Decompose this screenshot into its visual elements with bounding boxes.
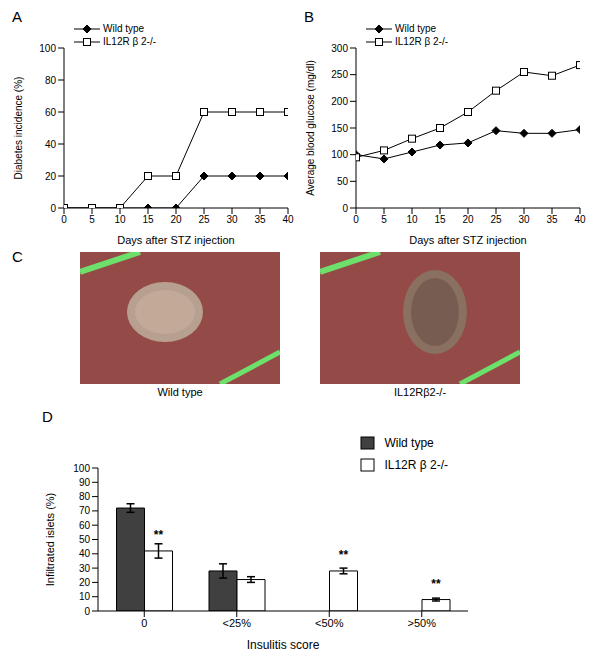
- svg-text:5: 5: [381, 214, 387, 225]
- svg-text:60: 60: [79, 520, 91, 531]
- svg-text:250: 250: [331, 69, 348, 80]
- svg-text:40: 40: [574, 214, 586, 225]
- html-text:Wild type: Wild type: [395, 23, 437, 34]
- svg-text:300: 300: [331, 43, 348, 54]
- svg-text:Days after STZ injection: Days after STZ injection: [409, 234, 526, 246]
- svg-text:30: 30: [79, 563, 91, 574]
- svg-text:0: 0: [353, 214, 359, 225]
- svg-text:40: 40: [79, 548, 91, 559]
- svg-text:90: 90: [79, 477, 91, 488]
- svg-text:0: 0: [342, 203, 348, 214]
- svg-text:20: 20: [170, 214, 182, 225]
- html-text:Wild type: Wild type: [103, 23, 145, 34]
- svg-text:<25%: <25%: [223, 617, 252, 629]
- svg-text:**: **: [431, 577, 441, 591]
- svg-text:10: 10: [79, 591, 91, 602]
- svg-text:0: 0: [61, 214, 67, 225]
- svg-text:100: 100: [73, 463, 90, 474]
- svg-text:20: 20: [45, 171, 57, 182]
- html-text:B: B: [304, 8, 314, 25]
- svg-text:Diabetes incidence (%): Diabetes incidence (%): [13, 77, 24, 180]
- svg-text:50: 50: [337, 176, 349, 187]
- svg-text:25: 25: [490, 214, 502, 225]
- svg-text:25: 25: [198, 214, 210, 225]
- svg-text:Average blood glucose (mg/dl): Average blood glucose (mg/dl): [305, 60, 316, 195]
- svg-text:200: 200: [331, 96, 348, 107]
- html-text:D: D: [42, 408, 53, 425]
- html-text:A: A: [12, 8, 22, 25]
- svg-text:10: 10: [114, 214, 126, 225]
- svg-text:<50%: <50%: [315, 617, 344, 629]
- svg-text:10: 10: [406, 214, 418, 225]
- svg-text:Days after STZ injection: Days after STZ injection: [117, 234, 234, 246]
- html-text:IL12R β 2-/-: IL12R β 2-/-: [103, 36, 156, 47]
- svg-text:35: 35: [254, 214, 266, 225]
- svg-text:80: 80: [79, 491, 91, 502]
- svg-text:Infiltrated islets (%): Infiltrated islets (%): [44, 493, 56, 587]
- svg-text:30: 30: [518, 214, 530, 225]
- svg-text:60: 60: [45, 107, 57, 118]
- svg-text:100: 100: [331, 149, 348, 160]
- svg-text:40: 40: [45, 139, 57, 150]
- svg-text:>50%: >50%: [408, 617, 437, 629]
- html-text:Wild type: Wild type: [157, 386, 203, 398]
- svg-text:30: 30: [226, 214, 238, 225]
- svg-text:70: 70: [79, 505, 91, 516]
- svg-text:**: **: [339, 548, 349, 562]
- svg-text:0: 0: [141, 617, 147, 629]
- svg-text:0: 0: [84, 606, 90, 617]
- html-text:IL12R β 2-/-: IL12R β 2-/-: [384, 458, 448, 472]
- svg-text:0: 0: [50, 203, 56, 214]
- svg-text:Insulitis score: Insulitis score: [247, 638, 320, 652]
- svg-text:80: 80: [45, 75, 57, 86]
- html-text:IL12R β 2-/-: IL12R β 2-/-: [395, 36, 448, 47]
- html-text:IL12Rβ2-/-: IL12Rβ2-/-: [393, 386, 447, 398]
- svg-text:15: 15: [434, 214, 446, 225]
- svg-text:20: 20: [462, 214, 474, 225]
- html-text:Wild type: Wild type: [384, 436, 434, 450]
- svg-text:40: 40: [282, 214, 294, 225]
- svg-text:20: 20: [79, 577, 91, 588]
- svg-text:35: 35: [546, 214, 558, 225]
- svg-text:100: 100: [39, 43, 56, 54]
- svg-text:5: 5: [89, 214, 95, 225]
- svg-text:50: 50: [79, 534, 91, 545]
- html-text:C: C: [12, 248, 23, 265]
- svg-text:**: **: [154, 528, 164, 542]
- svg-text:150: 150: [331, 123, 348, 134]
- svg-text:15: 15: [142, 214, 154, 225]
